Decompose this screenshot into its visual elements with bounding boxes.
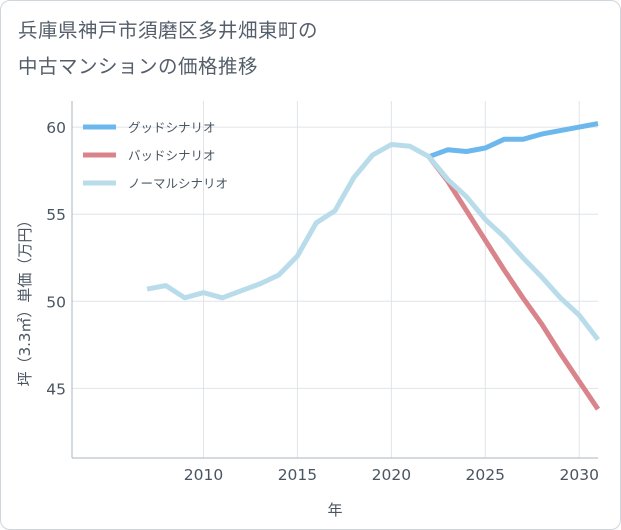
x-tick-label: 2030 xyxy=(559,466,598,484)
chart-title-line-2: 中古マンションの価格推移 xyxy=(18,55,259,78)
legend-label-2: ノーマルシナリオ xyxy=(128,176,228,191)
legend-label-1: バッドシナリオ xyxy=(128,148,216,163)
y-tick-label: 50 xyxy=(46,293,66,311)
y-tick-label: 45 xyxy=(46,380,66,398)
axes: 2010 2015 2020 2025 2030 45 50 55 60 xyxy=(46,101,599,484)
y-tick-label: 55 xyxy=(46,206,66,224)
x-tick-label: 2015 xyxy=(278,466,317,484)
series-lines xyxy=(146,121,601,411)
y-tick-label: 60 xyxy=(46,119,66,137)
legend-label-0: グッドシナリオ xyxy=(128,120,216,135)
chart-title: 兵庫県神戸市須磨区多井畑東町の 中古マンションの価格推移 xyxy=(18,13,318,85)
x-axis-title: 年 xyxy=(327,501,342,519)
x-tick-label: 2025 xyxy=(466,466,505,484)
x-tick-label: 2020 xyxy=(372,466,411,484)
series-line-1 xyxy=(426,155,601,411)
chart-title-line-1: 兵庫県神戸市須磨区多井畑東町の xyxy=(18,19,319,42)
x-tick-label: 2010 xyxy=(184,466,223,484)
grid xyxy=(72,101,598,458)
y-axis-title: 坪（3.3㎡）単価（万円） xyxy=(16,213,34,387)
series-line-2 xyxy=(146,142,600,342)
series-line-0 xyxy=(428,121,599,160)
